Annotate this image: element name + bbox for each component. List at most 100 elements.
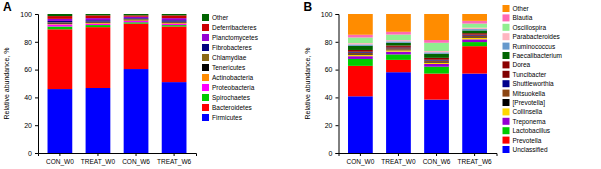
series: [48, 22, 187, 29]
bar-segment: [424, 51, 449, 52]
bar-segment: [424, 43, 449, 51]
bar-segment: [162, 23, 187, 25]
bar-segment: [424, 61, 449, 62]
bar-segment: [462, 29, 487, 30]
bar-segment: [386, 47, 411, 49]
tick-mark: [174, 153, 175, 156]
legend-swatch: [503, 80, 510, 87]
tick-label: 80: [24, 39, 32, 46]
legend-label: Actinobacteria: [212, 74, 254, 81]
bar-segment: [48, 29, 73, 89]
x-tick: CON_W0: [46, 153, 74, 166]
bar-segment: [348, 54, 373, 56]
y-tick: 40: [325, 94, 339, 101]
x-tick: CON_W6: [122, 153, 150, 166]
tick-mark: [35, 153, 38, 154]
bar-segment: [462, 74, 487, 153]
series: [348, 37, 487, 62]
bar-segment: [386, 54, 411, 59]
legend-item: Faecalibacterium: [503, 52, 563, 59]
bar-segment: [86, 18, 111, 20]
bar-segment: [386, 40, 411, 41]
bar-segment: [386, 52, 411, 55]
bar-segment: [348, 66, 373, 96]
bar-segment: [424, 14, 449, 40]
legend-swatch: [503, 5, 510, 12]
tick-label: CON_W6: [423, 158, 451, 166]
bar-segment: [124, 22, 149, 23]
y-axis: 020406080100: [321, 11, 339, 157]
legend-swatch: [202, 34, 209, 41]
bar-segment: [424, 67, 449, 74]
legend-swatch: [503, 146, 510, 153]
bar-segment: [386, 46, 411, 48]
legend-label: Proteobacteria: [212, 84, 255, 91]
bar-segment: [462, 30, 487, 33]
y-tick: 40: [24, 94, 38, 101]
y-tick: 0: [329, 150, 339, 157]
legend-swatch: [202, 84, 209, 91]
legend-swatch: [202, 104, 209, 111]
legend-label: Other: [212, 14, 229, 21]
bar-segment: [386, 60, 411, 72]
legend-label: Spirochaetes: [212, 94, 251, 102]
legend-swatch: [202, 44, 209, 51]
bar-segment: [424, 74, 449, 100]
legend-label: Mitsuokella: [513, 90, 546, 97]
tick-label: CON_W0: [46, 158, 74, 166]
bar-segment: [86, 20, 111, 21]
chart-container: 020406080100CON_W0TREAT_W0CON_W6TREAT_W6…: [0, 0, 601, 169]
tick-label: 100: [20, 11, 32, 18]
y-tick: 60: [325, 66, 339, 73]
tick-label: 60: [325, 66, 333, 73]
legend-label: Bacteroidetes: [212, 104, 252, 111]
legend-item: Collinsella: [503, 108, 543, 115]
x-tick: TREAT_W6: [157, 153, 192, 166]
bar-segment: [86, 22, 111, 24]
legend-item: Parabacteroides: [503, 33, 561, 40]
bar-segment: [386, 14, 411, 32]
legend-label: Tuncibacter: [513, 71, 548, 78]
bar-segment: [48, 89, 73, 153]
legend-label: Chlamydiae: [212, 54, 247, 62]
legend-label: Planctomycetes: [212, 34, 259, 42]
y-axis: 020406080100: [20, 11, 38, 157]
bar-segment: [162, 21, 187, 23]
bar-segment: [48, 14, 73, 16]
y-tick: 80: [325, 39, 339, 46]
bar-segment: [124, 24, 149, 69]
chart: 020406080100CON_W0TREAT_W0CON_W6TREAT_W6…: [0, 0, 601, 169]
legend-label: Treponema: [513, 118, 546, 126]
tick-label: 80: [325, 39, 333, 46]
bar-segment: [462, 35, 487, 37]
legend-swatch: [503, 108, 510, 115]
legend-swatch: [503, 33, 510, 40]
tick-mark: [336, 153, 339, 154]
tick-mark: [398, 153, 399, 156]
bar-segment: [162, 18, 187, 20]
bar-segment: [424, 58, 449, 59]
bar-segment: [424, 52, 449, 53]
legend-swatch: [202, 24, 209, 31]
legend-label: Lactobacillus: [513, 127, 551, 134]
bar-segment: [124, 19, 149, 21]
legend-item: Fibrobacteres: [202, 44, 252, 51]
legend-item: Treponema: [503, 118, 546, 126]
axis-line: [336, 15, 340, 154]
bar-segment: [348, 35, 373, 38]
bar-segment: [424, 100, 449, 153]
bars: [348, 14, 487, 153]
bar-segment: [462, 21, 487, 24]
series: [348, 46, 487, 99]
legend-label: Firmicutes: [212, 114, 243, 121]
legend: OtherBlautiaOscillospiraParabacteroidesR…: [503, 5, 563, 153]
legend-item: Proteobacteria: [202, 84, 255, 91]
title: B: [304, 0, 313, 14]
tick-mark: [336, 97, 339, 98]
tick-mark: [436, 153, 437, 156]
series: [348, 33, 487, 59]
bar-segment: [462, 39, 487, 42]
legend-item: Unclassified: [503, 146, 548, 153]
tick-label: CON_W6: [122, 158, 150, 166]
bar-segment: [48, 22, 73, 24]
